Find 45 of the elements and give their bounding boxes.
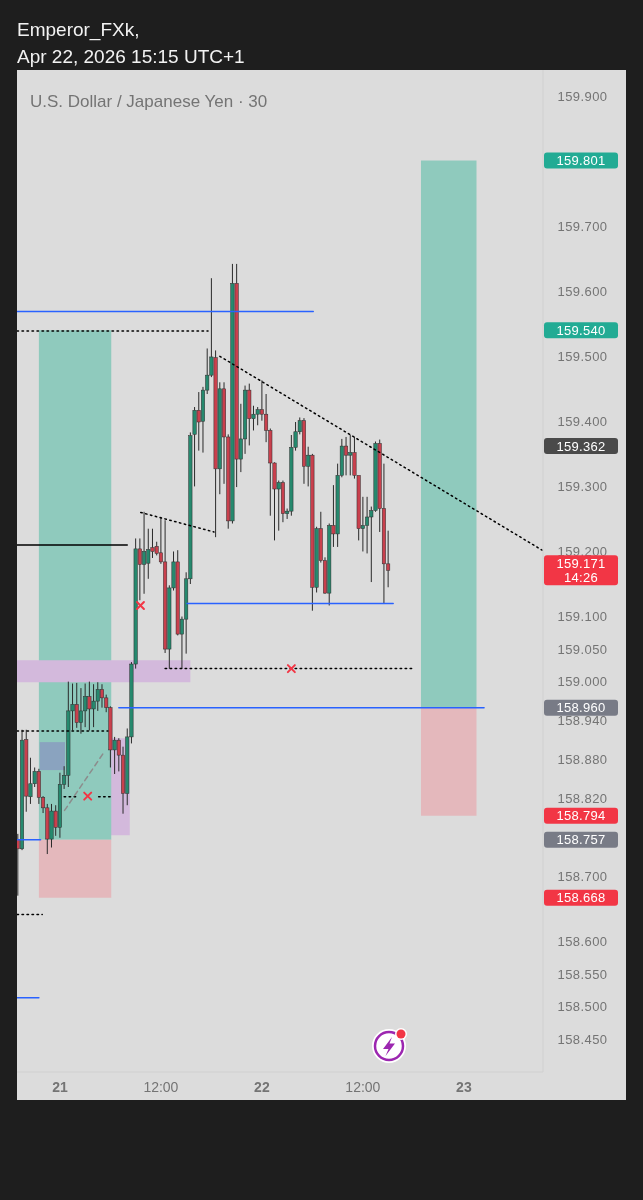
y2-tick-label: 158.794 — [556, 808, 606, 824]
y2-tick-label: 158.757 — [556, 832, 606, 848]
candlestick — [348, 434, 353, 476]
y-tick-label: 158.500 — [557, 999, 608, 1015]
text: Apr 22, 2026 15:15 UTC+1 — [17, 45, 245, 69]
y-tick-label: 158.820 — [557, 791, 608, 807]
y-tick-label: 159.000 — [557, 674, 608, 690]
y-tick-label: 159.400 — [557, 413, 608, 429]
text: Emperor_FXk, — [17, 18, 140, 42]
candlestick — [87, 681, 92, 731]
y-tick-label: 158.550 — [557, 966, 608, 982]
x-tick-label: 12:00 — [345, 1079, 381, 1095]
y-tick-label: 159.200 — [557, 543, 608, 559]
x-tick-label: 22 — [254, 1079, 270, 1095]
x-tick-label: 21 — [52, 1079, 68, 1095]
y-tick-label: 158.600 — [557, 934, 608, 950]
candlestick — [280, 480, 285, 523]
y-tick-label: 159.600 — [557, 283, 608, 299]
text: U.S. Dollar / Japanese Yen · 30 — [30, 91, 268, 111]
candlestick — [91, 683, 96, 728]
y2-tick-label: 159.362 — [556, 438, 606, 454]
candlestick — [66, 681, 71, 788]
point — [135, 600, 145, 610]
y-tick-label: 159.300 — [557, 478, 608, 494]
y2-tick-label: 159.540 — [556, 322, 606, 338]
candlestick — [365, 496, 370, 554]
y-tick-label: 159.700 — [557, 218, 608, 234]
y-tick-label: 159.500 — [557, 348, 608, 364]
y2-tick-label: 158.960 — [556, 700, 606, 716]
point — [286, 664, 296, 674]
y-tick-label: 159.050 — [557, 641, 608, 657]
x-tick-label: 23 — [456, 1079, 472, 1095]
x-tick-label: 12:00 — [143, 1079, 179, 1095]
y-tick-label: 159.900 — [557, 88, 608, 104]
candlestick — [196, 391, 201, 452]
y-tick-label: 158.450 — [557, 1031, 608, 1047]
y-tick-label: 158.880 — [557, 752, 608, 768]
y2-tick-label: 159.171 14:26 — [556, 556, 606, 586]
candlestick — [163, 519, 168, 654]
y2-tick-label: 159.801 — [556, 153, 606, 169]
y-tick-label: 158.940 — [557, 713, 608, 729]
y2-tick-label: 158.668 — [556, 890, 606, 906]
point — [83, 791, 93, 801]
y-tick-label: 158.700 — [557, 869, 608, 885]
y-tick-label: 159.100 — [557, 609, 608, 625]
